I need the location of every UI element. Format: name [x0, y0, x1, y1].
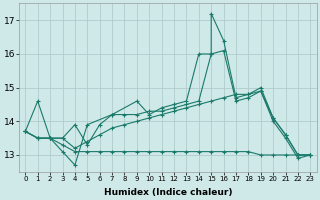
X-axis label: Humidex (Indice chaleur): Humidex (Indice chaleur) — [104, 188, 232, 197]
